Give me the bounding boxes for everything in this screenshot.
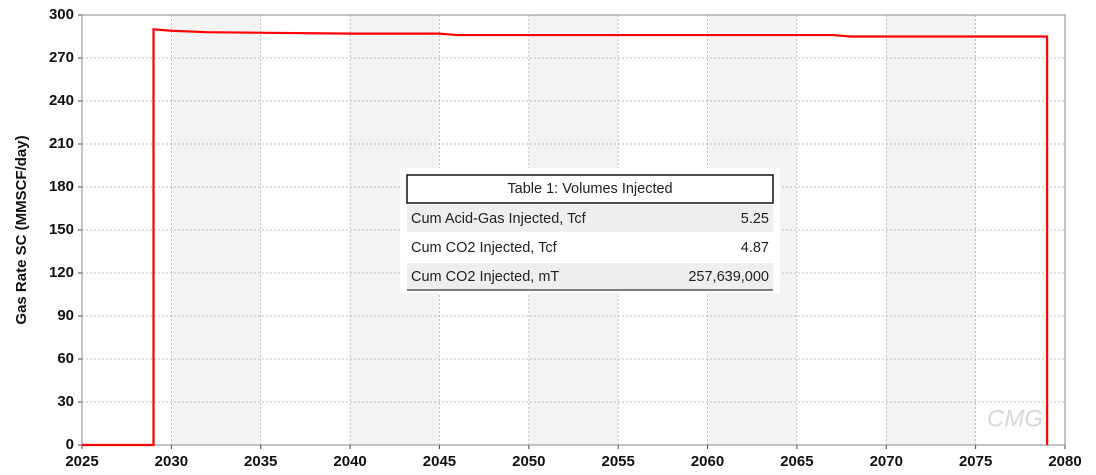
plot-border [81, 14, 1066, 446]
y-tick-label: 210 [49, 135, 74, 152]
table-cell: Cum CO2 Injected, Tcf [411, 240, 558, 256]
y-tick-label: 90 [57, 307, 74, 324]
table-cell: 257,639,000 [688, 269, 769, 285]
x-tick-label: 2060 [691, 453, 724, 470]
y-tick-label: 60 [57, 350, 74, 367]
y-tick-label: 240 [49, 92, 74, 109]
y-tick-label: 30 [57, 393, 74, 410]
x-tick-label: 2040 [333, 453, 366, 470]
watermark: CMG [987, 405, 1043, 432]
y-tick-label: 0 [66, 436, 74, 453]
table-row-bg [407, 263, 773, 290]
y-tick-label: 270 [49, 49, 74, 66]
table-cell: Cum Acid-Gas Injected, Tcf [411, 211, 587, 227]
table-cell: 4.87 [741, 240, 769, 256]
x-tick-label: 2050 [512, 453, 545, 470]
series-line [82, 28, 1049, 447]
x-tick-label: 2035 [244, 453, 277, 470]
x-tick-label: 2080 [1048, 453, 1081, 470]
table-cell: 5.25 [741, 211, 769, 227]
x-tick-label: 2025 [65, 453, 98, 470]
table-title-box [406, 174, 774, 204]
x-tick-label: 2055 [601, 453, 634, 470]
x-tick-label: 2065 [780, 453, 813, 470]
x-tick-label: 2045 [423, 453, 456, 470]
table-cell: Cum CO2 Injected, mT [411, 269, 559, 285]
x-tick-label: 2075 [959, 453, 992, 470]
y-tick-label: 150 [49, 221, 74, 238]
x-tick-label: 2070 [870, 453, 903, 470]
y-axis-label: Gas Rate SC (MMSCF/day) [13, 135, 30, 324]
y-tick-label: 180 [49, 178, 74, 195]
y-tick-label: 300 [49, 6, 74, 23]
table-title: Table 1: Volumes Injected [507, 181, 672, 197]
y-tick-label: 120 [49, 264, 74, 281]
x-tick-label: 2030 [155, 453, 188, 470]
table-row-bg [407, 205, 773, 232]
